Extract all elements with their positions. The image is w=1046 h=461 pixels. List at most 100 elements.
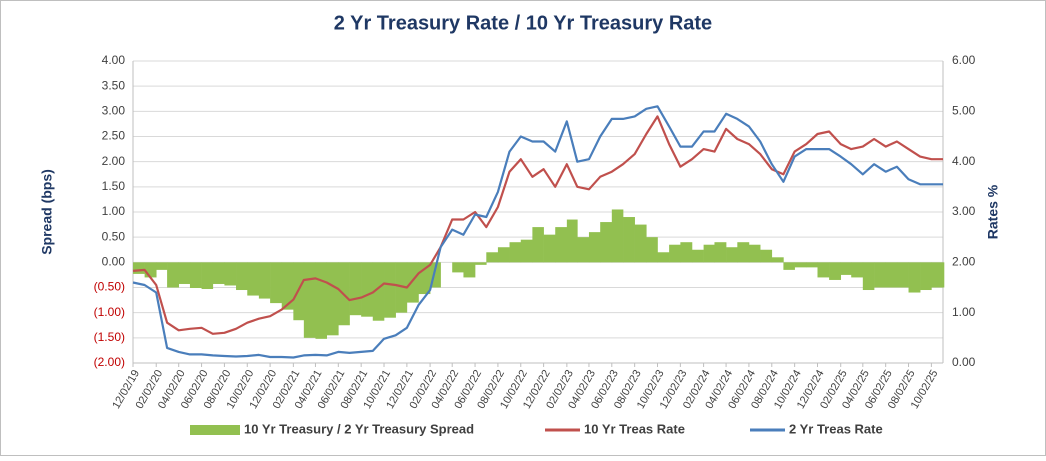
- spread-bar: [475, 262, 487, 265]
- y2-tick-label: 3.00: [952, 204, 976, 218]
- spread-bar: [783, 262, 795, 270]
- spread-bar: [144, 262, 157, 278]
- spread-bar: [703, 244, 715, 263]
- spread-bar: [372, 262, 385, 321]
- spread-bar: [874, 262, 886, 288]
- spread-bar: [577, 237, 590, 263]
- y-tick-label: (1.00): [94, 305, 125, 319]
- y-tick-label: 2.00: [102, 154, 126, 168]
- spread-bar: [361, 262, 374, 317]
- spread-bar: [303, 262, 316, 338]
- spread-bar: [167, 262, 180, 288]
- spread-bar: [212, 262, 225, 284]
- y-tick-label: (2.00): [94, 355, 125, 369]
- spread-bar: [862, 262, 875, 291]
- spread-bar: [669, 244, 681, 263]
- spread-bar: [896, 262, 909, 288]
- spread-bar: [247, 262, 260, 296]
- y-tick-label: 1.00: [102, 204, 126, 218]
- rate-line: [132, 115, 943, 335]
- spread-bar: [634, 224, 647, 263]
- spread-bar: [657, 252, 670, 263]
- spread-bar: [920, 262, 932, 291]
- spread-bar: [201, 262, 214, 290]
- spread-bar: [349, 262, 362, 316]
- legend-swatch: [190, 425, 240, 435]
- spread-bar: [156, 262, 168, 270]
- spread-bar: [691, 249, 704, 263]
- spread-bar: [532, 227, 544, 263]
- spread-bar: [829, 262, 842, 280]
- spread-bar: [452, 262, 464, 273]
- spread-bar: [646, 237, 658, 263]
- spread-bar: [851, 262, 864, 278]
- spread-bar: [178, 262, 191, 284]
- y2-tick-label: 1.00: [952, 305, 976, 319]
- spread-bar: [384, 262, 396, 318]
- y2-tick-label: 2.00: [952, 255, 976, 269]
- spread-bar: [326, 262, 339, 336]
- chart-title: 2 Yr Treasury Rate / 10 Yr Treasury Rate: [334, 12, 712, 34]
- rate-line: [132, 105, 943, 359]
- spread-bar: [943, 262, 945, 288]
- legend-label: 10 Yr Treas Rate: [584, 421, 685, 436]
- spread-bar: [931, 262, 944, 288]
- y2-tick-label: 0.00: [952, 355, 976, 369]
- y2-axis-title: Rates %: [985, 184, 1001, 239]
- spread-bar: [497, 247, 510, 263]
- spread-bar: [430, 262, 441, 288]
- spread-bar: [418, 262, 431, 295]
- spread-bar: [680, 242, 693, 263]
- spread-bar: [760, 249, 773, 263]
- y2-tick-label: 4.00: [952, 154, 976, 168]
- spread-bar: [281, 262, 294, 310]
- spread-bar: [714, 242, 727, 263]
- spread-bar: [737, 242, 750, 263]
- spread-bar: [258, 262, 271, 299]
- spread-bar: [486, 252, 499, 263]
- spread-bar: [189, 262, 202, 289]
- spread-bar: [771, 257, 784, 263]
- spread-bar: [270, 262, 283, 304]
- spread-bar: [509, 242, 522, 263]
- y-tick-label: 3.00: [102, 104, 126, 118]
- y-tick-label: (0.50): [94, 280, 125, 294]
- legend-label: 2 Yr Treas Rate: [789, 421, 883, 436]
- spread-bar: [817, 262, 830, 278]
- spread-bar: [794, 262, 807, 268]
- spread-bar: [885, 262, 898, 288]
- spread-bar: [133, 262, 145, 274]
- spread-bar: [463, 262, 476, 278]
- y-tick-label: 4.00: [102, 53, 126, 67]
- y2-tick-label: 5.00: [952, 104, 976, 118]
- y-axis-title: Spread (bps): [39, 169, 55, 255]
- spread-bar: [224, 262, 237, 286]
- spread-bar: [623, 217, 635, 263]
- spread-bar: [566, 219, 578, 263]
- y2-tick-label: 6.00: [952, 53, 976, 67]
- spread-bar: [520, 239, 533, 263]
- spread-bar: [543, 234, 556, 263]
- y-tick-label: (1.50): [94, 330, 125, 344]
- spread-bar: [748, 244, 761, 263]
- y-tick-label: 2.50: [102, 129, 126, 143]
- spread-bar: [236, 262, 248, 291]
- spread-bar: [908, 262, 921, 293]
- y-tick-label: 0.50: [102, 229, 126, 243]
- spread-bar: [726, 247, 738, 263]
- spread-bar: [395, 262, 408, 313]
- legend-label: 10 Yr Treasury / 2 Yr Treasury Spread: [244, 421, 474, 436]
- y-tick-label: 1.50: [102, 179, 126, 193]
- spread-bar: [840, 262, 852, 275]
- y-tick-label: 3.50: [102, 78, 126, 92]
- spread-bar: [600, 222, 613, 263]
- spread-bar: [611, 209, 624, 263]
- spread-bar: [406, 262, 419, 303]
- y-tick-label: 0.00: [102, 255, 126, 269]
- spread-bar: [315, 262, 327, 339]
- spread-bar: [555, 227, 568, 263]
- spread-bar: [588, 232, 601, 263]
- spread-bar: [806, 262, 818, 268]
